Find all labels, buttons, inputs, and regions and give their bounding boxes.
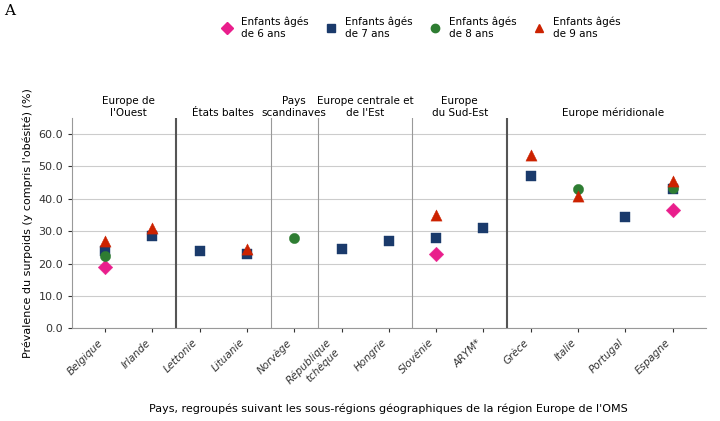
Point [194,247,205,254]
Point [477,225,489,232]
Point [336,246,347,253]
Point [431,250,442,257]
Point [525,152,536,158]
Point [99,237,111,244]
Y-axis label: Prévalence du surpoids (y compris l'obésité) (%): Prévalence du surpoids (y compris l'obés… [22,88,32,358]
Text: A: A [4,4,14,18]
Point [619,213,631,220]
Point [431,234,442,241]
Point [383,237,395,244]
Point [241,250,253,257]
Text: Pays
scandinaves: Pays scandinaves [262,96,327,118]
Point [147,225,158,232]
Point [572,186,584,192]
Text: Europe de
l'Ouest: Europe de l'Ouest [102,96,156,118]
Point [99,252,111,259]
Point [289,234,300,241]
X-axis label: Pays, regroupés suivant les sous-régions géographiques de la région Europe de l': Pays, regroupés suivant les sous-régions… [150,403,628,414]
Point [241,246,253,253]
Point [525,173,536,179]
Point [572,192,584,199]
Point [667,207,678,213]
Text: États baltes: États baltes [192,108,254,118]
Text: Europe méridionale: Europe méridionale [562,107,665,118]
Point [667,186,678,192]
Point [667,178,678,184]
Text: Europe centrale et
de l'Est: Europe centrale et de l'Est [317,96,413,118]
Legend: Enfants âgés
de 6 ans, Enfants âgés
de 7 ans, Enfants âgés
de 8 ans, Enfants âgé: Enfants âgés de 6 ans, Enfants âgés de 7… [217,17,621,39]
Point [667,184,678,191]
Point [99,247,111,254]
Point [147,233,158,240]
Text: Europe
du Sud-Est: Europe du Sud-Est [431,96,488,118]
Point [431,212,442,218]
Point [99,264,111,270]
